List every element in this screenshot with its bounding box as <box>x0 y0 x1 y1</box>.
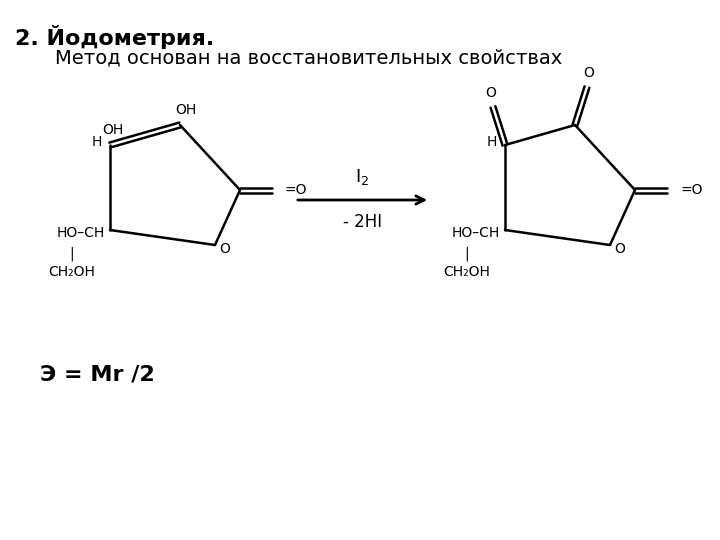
Text: H: H <box>487 135 498 149</box>
Text: =O: =O <box>285 183 307 197</box>
Text: O: O <box>220 242 230 256</box>
Text: O: O <box>615 242 626 256</box>
Text: I$_2$: I$_2$ <box>356 167 369 187</box>
Text: Метод основан на восстановительных свойствах: Метод основан на восстановительных свойс… <box>55 48 562 67</box>
Text: CH₂OH: CH₂OH <box>48 265 96 279</box>
Text: Э = Mr /2: Э = Mr /2 <box>40 365 155 385</box>
Text: |: | <box>464 247 469 261</box>
Text: 2. Йодометрия.: 2. Йодометрия. <box>15 25 215 49</box>
Text: HO–CH: HO–CH <box>451 226 500 240</box>
Text: OH: OH <box>176 103 197 117</box>
Text: - 2HI: - 2HI <box>343 213 382 231</box>
Text: =O: =O <box>680 183 703 197</box>
Text: O: O <box>584 66 595 80</box>
Text: OH: OH <box>102 123 124 137</box>
Text: HO–CH: HO–CH <box>57 226 105 240</box>
Text: |: | <box>70 247 74 261</box>
Text: O: O <box>485 86 496 100</box>
Text: H: H <box>92 135 102 149</box>
Text: CH₂OH: CH₂OH <box>444 265 490 279</box>
